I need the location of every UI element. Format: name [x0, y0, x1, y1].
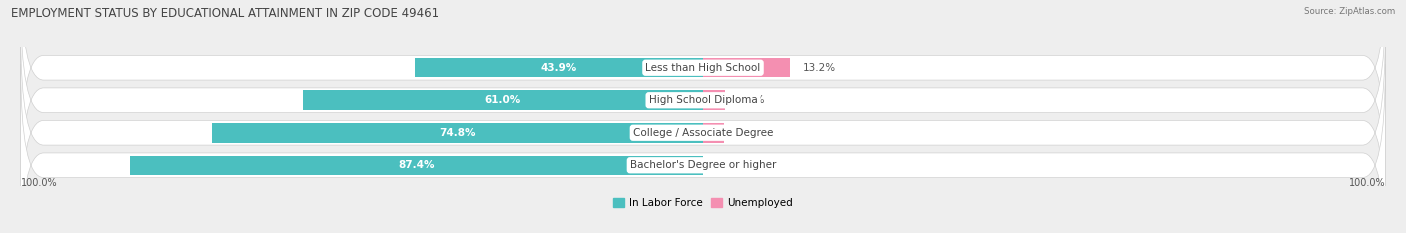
- FancyBboxPatch shape: [21, 0, 1385, 202]
- Text: High School Diploma: High School Diploma: [648, 95, 758, 105]
- Bar: [703, 90, 724, 110]
- FancyBboxPatch shape: [21, 31, 1385, 233]
- Legend: In Labor Force, Unemployed: In Labor Force, Unemployed: [609, 193, 797, 212]
- Text: 3.2%: 3.2%: [737, 128, 763, 138]
- Text: 74.8%: 74.8%: [439, 128, 475, 138]
- Text: Less than High School: Less than High School: [645, 63, 761, 73]
- Bar: [703, 123, 724, 143]
- Bar: [212, 123, 703, 143]
- Text: 100.0%: 100.0%: [21, 178, 58, 188]
- Text: 43.9%: 43.9%: [541, 63, 576, 73]
- Bar: [415, 58, 703, 78]
- Text: College / Associate Degree: College / Associate Degree: [633, 128, 773, 138]
- Text: 13.2%: 13.2%: [803, 63, 835, 73]
- Bar: [703, 58, 790, 78]
- Bar: [129, 155, 703, 175]
- Text: Source: ZipAtlas.com: Source: ZipAtlas.com: [1303, 7, 1395, 16]
- FancyBboxPatch shape: [21, 64, 1385, 233]
- Text: 0.0%: 0.0%: [716, 160, 742, 170]
- Bar: [302, 90, 703, 110]
- Text: Bachelor's Degree or higher: Bachelor's Degree or higher: [630, 160, 776, 170]
- Text: EMPLOYMENT STATUS BY EDUCATIONAL ATTAINMENT IN ZIP CODE 49461: EMPLOYMENT STATUS BY EDUCATIONAL ATTAINM…: [11, 7, 439, 20]
- Text: 87.4%: 87.4%: [398, 160, 434, 170]
- Text: 3.3%: 3.3%: [738, 95, 765, 105]
- Text: 61.0%: 61.0%: [485, 95, 522, 105]
- Text: 100.0%: 100.0%: [1348, 178, 1385, 188]
- FancyBboxPatch shape: [21, 0, 1385, 169]
